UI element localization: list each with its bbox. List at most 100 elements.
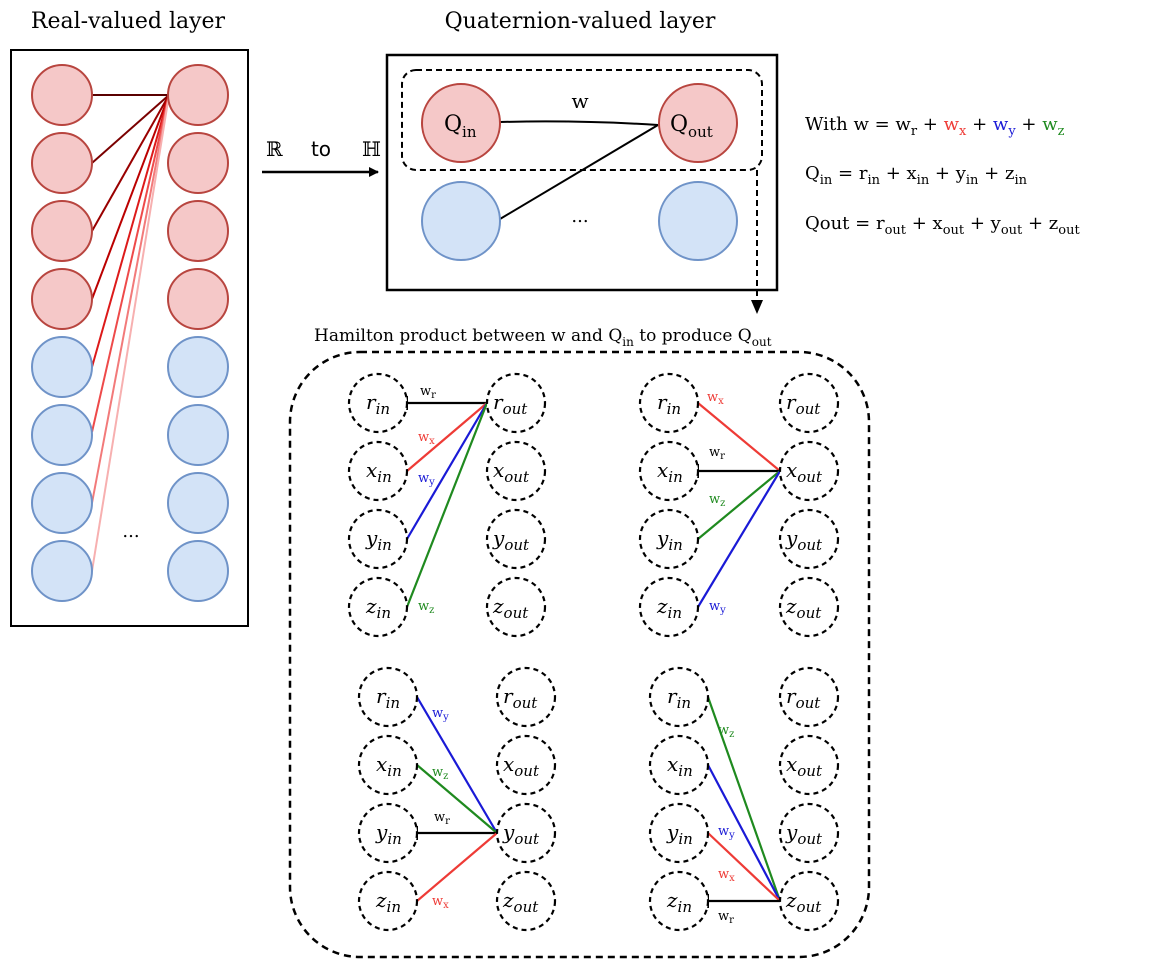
real-layer-box — [10, 49, 249, 627]
output-node — [778, 802, 840, 864]
output-node-label: xout — [786, 458, 823, 486]
output-node-label: yout — [502, 820, 540, 848]
input-node-label: yin — [365, 526, 392, 554]
w-connection — [499, 120, 659, 126]
output-node-label: rout — [493, 390, 528, 418]
real-node-red — [31, 200, 93, 262]
q-in-label: Qin — [444, 112, 477, 141]
real-connection — [91, 94, 170, 300]
weight-label-wy: wy — [418, 471, 435, 488]
real-node-red — [167, 132, 229, 194]
edge-wy — [406, 402, 488, 540]
hamilton-title: Hamilton product between w and Qin to pr… — [314, 326, 772, 349]
real-connection — [91, 94, 170, 433]
edge-wx — [416, 832, 498, 902]
output-node — [495, 870, 557, 932]
q-in-node — [421, 83, 501, 163]
hamilton-panel — [288, 350, 871, 959]
input-node — [357, 734, 419, 796]
output-node-label: xout — [503, 752, 540, 780]
real-node-blue — [167, 540, 229, 602]
input-node — [357, 666, 419, 728]
weight-label-wr: wr — [709, 445, 725, 462]
output-node-label: rout — [786, 390, 821, 418]
q-out-node — [658, 83, 738, 163]
quaternion-ellipsis: ... — [571, 206, 588, 227]
weight-label-wr: wr — [718, 909, 734, 926]
blue-out-node — [658, 181, 738, 261]
weight-label-wr: wr — [434, 810, 450, 827]
input-node — [648, 802, 710, 864]
real-connection — [91, 94, 170, 232]
output-node — [778, 372, 840, 434]
w-label: w — [571, 89, 588, 113]
equation-w: With w = wr + wx + wy + wz — [805, 114, 1065, 139]
real-connection — [91, 94, 170, 504]
output-node-label: zout — [785, 888, 822, 916]
input-node — [638, 440, 700, 502]
output-node-label: yout — [785, 526, 823, 554]
input-node — [347, 372, 409, 434]
output-node-label: zout — [502, 888, 539, 916]
output-node — [778, 870, 840, 932]
weight-label-wr: wr — [420, 384, 436, 401]
weight-label-wy: wy — [718, 824, 735, 841]
output-node — [485, 440, 547, 502]
input-node-label: rin — [667, 684, 691, 712]
edge-wy — [707, 764, 781, 902]
weight-label-wy: wy — [709, 599, 726, 616]
input-node-label: xin — [667, 752, 693, 780]
real-node-blue — [167, 472, 229, 534]
real-connection — [91, 94, 170, 164]
output-node-label: rout — [786, 684, 821, 712]
input-node — [638, 576, 700, 638]
real-connection — [91, 94, 170, 572]
output-node-label: xout — [493, 458, 530, 486]
input-node — [638, 372, 700, 434]
weight-label-wz: wz — [418, 599, 434, 616]
output-node — [778, 576, 840, 638]
real-node-blue — [31, 540, 93, 602]
edge-wy — [697, 470, 781, 608]
real-node-blue — [167, 336, 229, 398]
quaternion-valued-layer: Qin Qout w ... — [385, 53, 779, 314]
real-node-blue — [167, 404, 229, 466]
hamilton-block-z: rin rout xin xout yin yout zin zout wz wy wx wr — [648, 666, 840, 932]
output-node — [495, 734, 557, 796]
hamilton-block-x: rin rout xin xout yin yout zin zout wx wr wz wy — [638, 372, 840, 638]
edge-wy — [416, 696, 498, 834]
output-node-label: xout — [786, 752, 823, 780]
input-node-label: xin — [366, 458, 392, 486]
input-node — [648, 666, 710, 728]
output-node — [778, 666, 840, 728]
real-node-red — [31, 64, 93, 126]
input-node — [638, 508, 700, 570]
input-node-label: zin — [365, 594, 391, 622]
real-ellipsis: ... — [122, 521, 139, 542]
edge-wz — [697, 470, 781, 540]
output-node — [485, 508, 547, 570]
real-connections — [91, 94, 170, 572]
output-node — [778, 440, 840, 502]
output-node — [485, 372, 547, 434]
input-node-label: rin — [366, 390, 390, 418]
output-node — [495, 802, 557, 864]
real-set-symbol: ℝ — [266, 137, 283, 161]
real-node-red — [167, 200, 229, 262]
output-node-label: yout — [492, 526, 530, 554]
real-node-red — [167, 64, 229, 126]
input-node-label: rin — [376, 684, 400, 712]
real-valued-layer: ... — [10, 49, 249, 627]
input-node — [347, 440, 409, 502]
input-node-label: xin — [657, 458, 683, 486]
weight-label-wx: wx — [718, 867, 735, 884]
real-node-red — [31, 268, 93, 330]
input-node — [347, 576, 409, 638]
equations: With w = wr + wx + wy + wz Qin = rin + x… — [805, 114, 1080, 238]
hamilton-blocks: rin rout xin xout yin yout zin zout wr wx wy wz rin r… — [347, 372, 840, 932]
weight-label-wz: wz — [718, 723, 734, 740]
weight-label-wz: wz — [432, 765, 448, 782]
input-node — [648, 734, 710, 796]
real-node-red — [167, 268, 229, 330]
input-node — [648, 870, 710, 932]
